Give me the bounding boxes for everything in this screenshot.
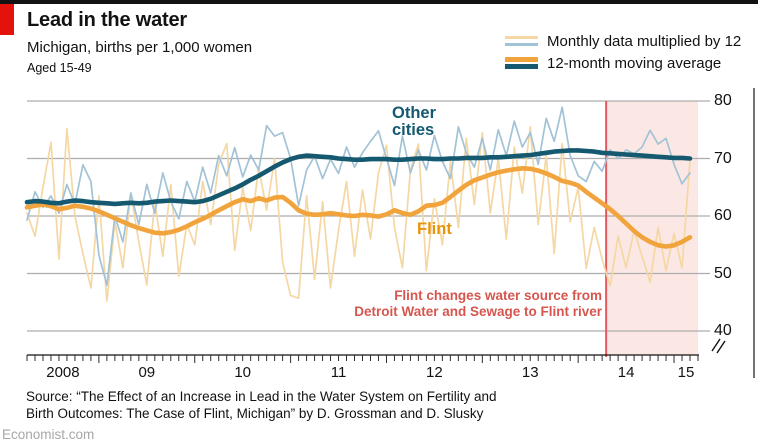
top-rule [0,0,758,4]
economist-red-tab [0,4,14,35]
legend-swatch-monthly [505,34,538,48]
legend-item-average: 12-month moving average [505,52,741,74]
x-tick-label-15: 15 [677,364,695,381]
x-tick-label-2008: 2008 [46,364,80,381]
y-tick-label-60: 60 [714,207,732,224]
x-tick-label-11: 11 [330,364,347,381]
series-other-cities-12-month-moving-average- [24,148,693,207]
legend-label-average: 12-month moving average [547,54,722,72]
series-label-other-line2: cities [392,121,435,139]
chart-subtitle: Michigan, births per 1,000 women [27,39,253,56]
axis-break-icon [716,340,726,354]
post-switch-shaded-region [606,101,698,355]
event-annotation: Flint changes water source from Detroit … [354,288,602,320]
x-tick-label-14: 14 [617,364,635,381]
event-annotation-line2: Detroit Water and Sewage to Flint river [354,304,602,319]
source-line1: Source: “The Effect of an Increase in Le… [26,389,497,404]
series-label-flint: Flint [417,220,452,238]
series-flint-12-month-moving-average- [24,166,693,249]
event-annotation-line1: Flint changes water source from [394,288,602,303]
x-tick-label-13: 13 [521,364,539,381]
other-monthly-line-icon [505,43,538,46]
legend-swatch-average [505,56,538,70]
x-tick-label-10: 10 [234,364,252,381]
legend-label-monthly: Monthly data multiplied by 12 [547,32,742,50]
y-tick-label-40: 40 [714,322,732,339]
x-tick-label-09: 09 [138,364,156,381]
y-tick-label-80: 80 [714,92,732,109]
y-tick-label-50: 50 [714,264,732,282]
other-average-line-icon [505,64,538,69]
series-flint-monthly-data-multiplied-by-12- [26,126,691,302]
chart-age-note: Aged 15-49 [27,61,92,75]
x-tick-label-12: 12 [426,364,443,381]
chart-title: Lead in the water [27,9,187,31]
legend-item-monthly: Monthly data multiplied by 12 [505,30,741,52]
flint-average-line-icon [505,57,538,62]
series-label-other-line1: Other [392,104,437,122]
economist-link: Economist.com [2,427,95,442]
series-label-other-cities: Other cities [392,105,436,139]
axis-break-icon [711,338,721,352]
flint-monthly-line-icon [505,36,538,39]
source-note: Source: “The Effect of an Increase in Le… [26,389,496,422]
source-line2: Birth Outcomes: The Case of Flint, Michi… [26,405,484,421]
legend: Monthly data multiplied by 12 12-month m… [505,30,741,74]
y-tick-label-70: 70 [714,149,732,167]
